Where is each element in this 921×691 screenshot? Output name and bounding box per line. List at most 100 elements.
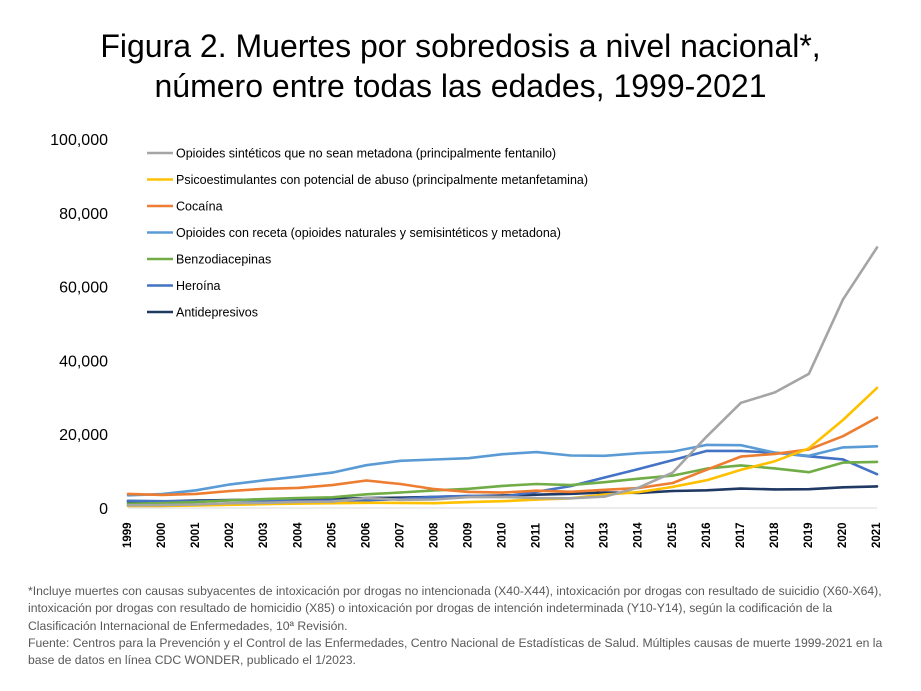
series-3-point bbox=[399, 459, 402, 462]
y-tick-label: 100,000 bbox=[50, 132, 108, 149]
series-3-point bbox=[535, 450, 538, 454]
series-4-point bbox=[297, 496, 300, 500]
legend-label: Opioides sintéticos que no sean metadona… bbox=[176, 147, 556, 161]
series-0-point bbox=[433, 498, 436, 501]
series-5-point bbox=[875, 472, 879, 476]
series-3-point bbox=[433, 458, 436, 461]
series-2-point bbox=[467, 490, 470, 494]
x-tick-label: 2007 bbox=[394, 522, 406, 548]
series-6-point bbox=[671, 489, 674, 493]
x-tick-label: 2014 bbox=[633, 522, 645, 548]
series-5-point bbox=[433, 495, 436, 498]
series-5-point bbox=[671, 458, 674, 462]
chart-title-line-1: Figura 2. Muertes por sobredosis a nivel… bbox=[100, 28, 821, 64]
series-2-point bbox=[399, 482, 402, 486]
series-0-point bbox=[841, 298, 845, 301]
x-tick-label: 2020 bbox=[837, 522, 849, 548]
x-axis: 1999 2000 2001 2002 2003 2004 2005 2006 2007 2008… bbox=[122, 507, 883, 548]
chart-title-line-2: número entre todas las edades, 1999-2021 bbox=[154, 68, 767, 104]
series-0-point bbox=[535, 496, 538, 500]
series-1-point bbox=[739, 468, 743, 472]
series-2-point bbox=[433, 487, 436, 491]
series-1-point bbox=[467, 500, 470, 504]
series-3-point bbox=[501, 452, 504, 456]
x-tick-label: 2003 bbox=[258, 522, 270, 548]
series-3-point bbox=[365, 463, 368, 467]
series-6-point bbox=[875, 485, 879, 488]
series-1-point bbox=[399, 501, 402, 505]
x-tick-label: 2010 bbox=[497, 522, 509, 548]
legend-label: Heroína bbox=[176, 279, 221, 293]
series-3-point bbox=[603, 454, 606, 457]
series-6-point bbox=[569, 492, 572, 495]
series-1-point bbox=[637, 490, 640, 494]
series-3-point bbox=[569, 454, 572, 457]
y-tick-label: 60,000 bbox=[59, 280, 108, 297]
series-1-point bbox=[365, 501, 368, 505]
footnote: *Incluye muertes con causas subyacentes … bbox=[28, 583, 898, 669]
series-0-point bbox=[773, 391, 777, 394]
series-6-point bbox=[739, 487, 743, 490]
series-3-point bbox=[331, 471, 334, 474]
legend-label: Antidepresivos bbox=[176, 306, 258, 320]
y-axis: 0 20,000 40,000 60,000 80,000 100,000 bbox=[50, 132, 108, 518]
series-0-point bbox=[467, 495, 470, 499]
series-4-point bbox=[501, 484, 504, 488]
series-2-point bbox=[773, 452, 777, 456]
series-1-point bbox=[501, 499, 504, 503]
y-tick-label: 40,000 bbox=[59, 353, 108, 370]
series-0-point bbox=[637, 486, 640, 489]
x-tick-label: 2005 bbox=[326, 522, 338, 548]
x-tick-label: 2017 bbox=[735, 522, 747, 548]
series-4-point bbox=[773, 467, 777, 470]
series-3-point bbox=[637, 452, 640, 455]
legend-label: Benzodiacepinas bbox=[176, 253, 271, 267]
footnote-definition: *Incluye muertes con causas subyacentes … bbox=[28, 584, 882, 633]
series-3-point bbox=[228, 483, 232, 486]
series-4-point bbox=[637, 477, 640, 480]
series-2-point bbox=[569, 490, 572, 493]
x-tick-label: 2004 bbox=[292, 522, 304, 548]
line-chart: 0 20,000 40,000 60,000 80,000 100,000 1999 200… bbox=[50, 132, 883, 548]
series-5-point bbox=[841, 458, 845, 461]
chart-title: Figura 2. Muertes por sobredosis a nivel… bbox=[0, 26, 921, 106]
series-2-point bbox=[331, 483, 334, 487]
series-0-point bbox=[671, 471, 674, 474]
series-1-point bbox=[875, 386, 879, 390]
series-6-point bbox=[773, 488, 777, 491]
series-5-point bbox=[126, 499, 130, 502]
x-tick-label: 2006 bbox=[360, 522, 372, 548]
series-4-point bbox=[875, 460, 879, 464]
series-3-point bbox=[875, 445, 879, 448]
x-tick-label: 2013 bbox=[599, 522, 611, 548]
legend-label: Cocaína bbox=[176, 200, 223, 214]
series-2-point bbox=[228, 489, 232, 493]
series-4-point bbox=[262, 497, 266, 501]
series-5-point bbox=[705, 449, 708, 453]
series-4-point bbox=[331, 496, 334, 499]
series-6-point bbox=[535, 493, 538, 496]
x-tick-label: 2001 bbox=[190, 522, 202, 548]
x-tick-label: 2011 bbox=[531, 522, 543, 548]
x-tick-label: 2016 bbox=[701, 522, 713, 548]
series-2-point bbox=[705, 468, 708, 471]
x-tick-label: 2002 bbox=[224, 522, 236, 548]
series-4-point bbox=[228, 499, 232, 502]
series-1-point bbox=[671, 485, 674, 489]
series-4-point bbox=[739, 464, 743, 467]
legend-label: Psicoestimulantes con potencial de abuso… bbox=[176, 173, 588, 187]
series-0-point bbox=[875, 246, 879, 249]
series-0-point bbox=[603, 495, 606, 498]
series-4-point bbox=[365, 493, 368, 496]
x-tick-label: 2015 bbox=[667, 522, 679, 548]
series-0-point bbox=[126, 504, 130, 507]
series-2-point bbox=[194, 492, 198, 496]
series-3-point bbox=[671, 450, 674, 453]
series-2-point bbox=[875, 416, 879, 419]
series-0-point bbox=[739, 401, 743, 405]
series-3-point bbox=[262, 479, 266, 482]
series-0-point bbox=[569, 497, 572, 500]
series-3-point bbox=[467, 456, 470, 460]
series-6-point bbox=[807, 487, 811, 491]
series-layer bbox=[126, 246, 879, 508]
